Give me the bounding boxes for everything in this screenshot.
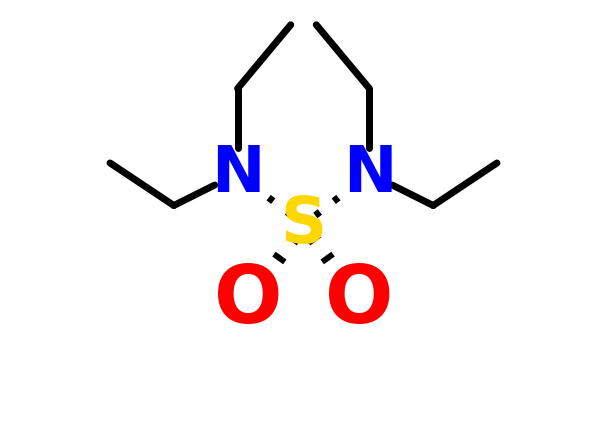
Text: O: O xyxy=(214,262,282,340)
Text: O: O xyxy=(325,262,393,340)
Text: N: N xyxy=(343,143,396,205)
Text: S: S xyxy=(280,193,327,256)
Text: N: N xyxy=(211,143,264,205)
